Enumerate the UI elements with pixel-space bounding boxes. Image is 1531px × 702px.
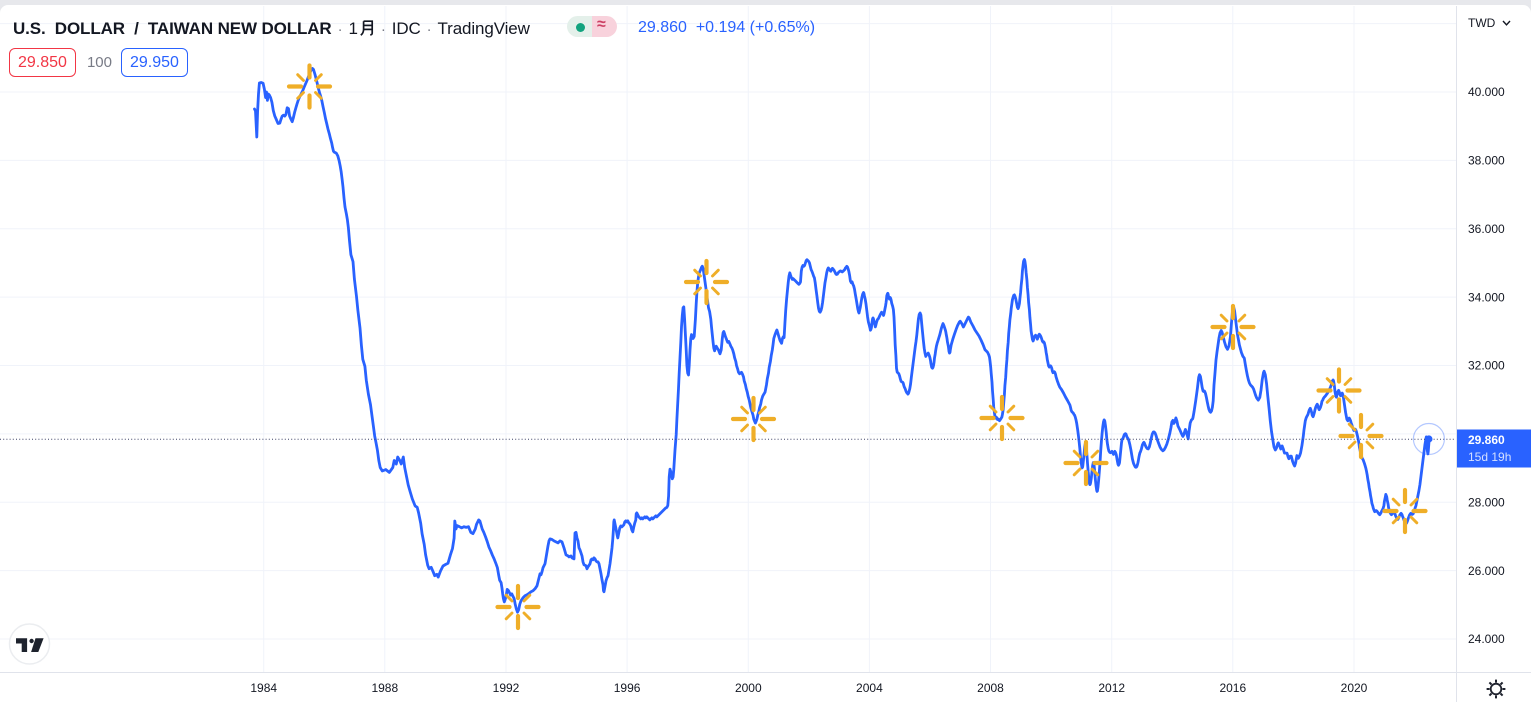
svg-text:TWD: TWD [1468, 16, 1496, 30]
svg-text:2000: 2000 [735, 681, 762, 695]
svg-text:29.860: 29.860 [1468, 433, 1505, 447]
svg-text:2004: 2004 [856, 681, 883, 695]
svg-text:1988: 1988 [371, 681, 398, 695]
svg-text:28.000: 28.000 [1468, 496, 1505, 510]
svg-text:26.000: 26.000 [1468, 564, 1505, 578]
svg-text:2012: 2012 [1098, 681, 1125, 695]
svg-text:2008: 2008 [977, 681, 1004, 695]
svg-text:36.000: 36.000 [1468, 222, 1505, 236]
svg-text:40.000: 40.000 [1468, 85, 1505, 99]
svg-text:2016: 2016 [1219, 681, 1246, 695]
svg-text:32.000: 32.000 [1468, 359, 1505, 373]
svg-text:15d 19h: 15d 19h [1468, 450, 1511, 464]
svg-text:2020: 2020 [1341, 681, 1368, 695]
svg-text:1996: 1996 [614, 681, 641, 695]
svg-text:1992: 1992 [493, 681, 520, 695]
svg-text:1984: 1984 [250, 681, 277, 695]
svg-text:34.000: 34.000 [1468, 290, 1505, 304]
svg-text:24.000: 24.000 [1468, 632, 1505, 646]
svg-text:38.000: 38.000 [1468, 154, 1505, 168]
